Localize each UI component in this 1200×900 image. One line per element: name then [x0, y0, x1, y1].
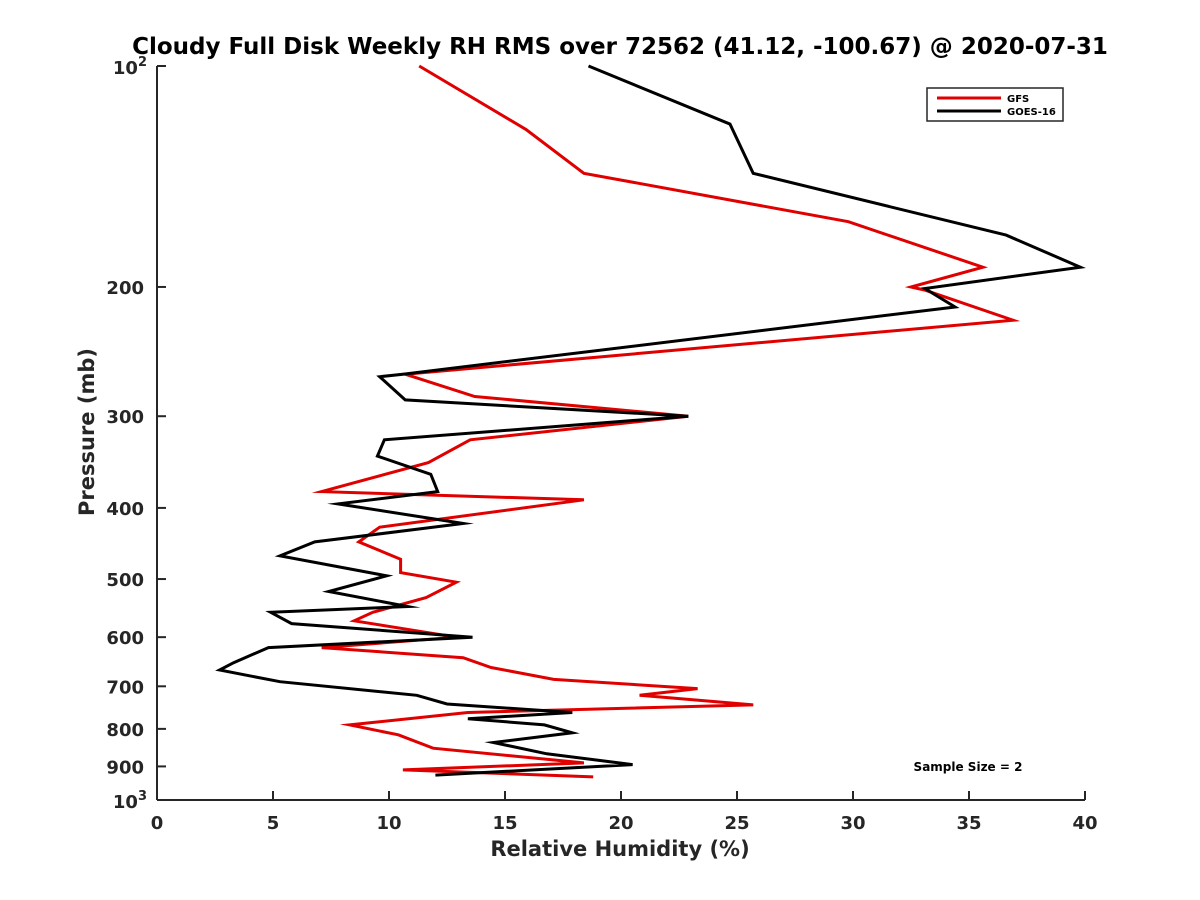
y-tick-label: 102	[113, 55, 147, 79]
series-line-goes-16	[215, 64, 1086, 777]
axes-group: 0 5 10 15 20 25 30 35 40 102 200 300 400 500 600 700 800…	[106, 55, 1097, 834]
x-tick-label: 30	[840, 813, 865, 834]
y-axis-label: Pressure (mb)	[75, 348, 99, 516]
chart-title: Cloudy Full Disk Weekly RH RMS over 7256…	[132, 34, 1108, 60]
y-tick-label: 103	[113, 789, 147, 813]
y-tick-label: 400	[106, 499, 144, 520]
x-tick-label: 0	[151, 813, 164, 834]
x-tick-label: 15	[492, 813, 517, 834]
y-tick-label: 600	[106, 628, 144, 649]
legend-label: GOES-16	[1007, 107, 1056, 118]
x-tick-label: 20	[608, 813, 633, 834]
y-tick-label: 300	[106, 407, 144, 428]
series-lines	[215, 64, 1086, 779]
y-tick-label: 500	[106, 570, 144, 591]
x-tick-label: 5	[267, 813, 280, 834]
y-tick-label: 900	[106, 757, 144, 778]
legend-box	[926, 87, 1064, 122]
legend-label: GFS	[1007, 94, 1029, 105]
x-tick-label: 40	[1072, 813, 1097, 834]
y-tick-label: 800	[106, 720, 144, 741]
y-tick-label: 200	[106, 278, 144, 299]
x-tick-label: 10	[376, 813, 401, 834]
sample-size-annotation: Sample Size = 2	[914, 760, 1023, 774]
x-axis-label: Relative Humidity (%)	[490, 837, 749, 861]
y-tick-label: 700	[106, 677, 144, 698]
series-line-gfs	[311, 64, 1021, 779]
legend: GFS GOES-16	[926, 87, 1064, 122]
x-tick-label: 25	[724, 813, 749, 834]
x-tick-label: 35	[956, 813, 981, 834]
